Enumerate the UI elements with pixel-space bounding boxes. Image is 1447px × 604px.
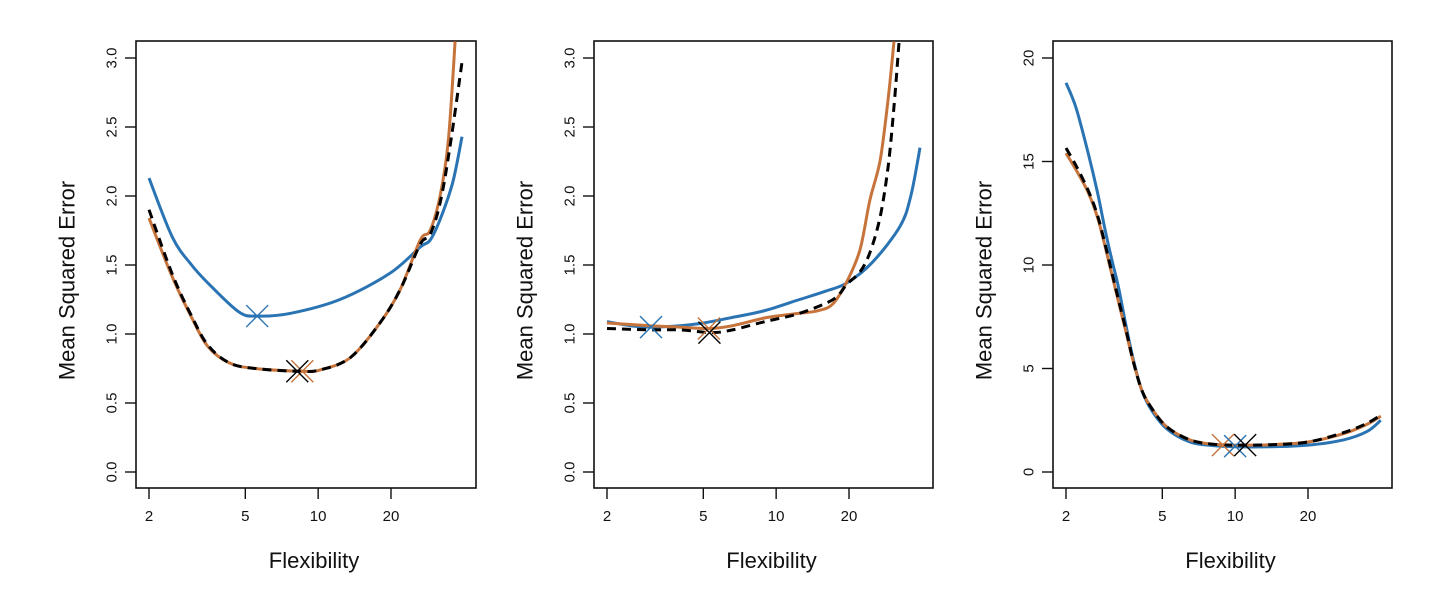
- series-black-dashed: [147, 61, 464, 374]
- y-tick-label: 0.0: [104, 462, 121, 483]
- marker-blue-min: [1223, 434, 1247, 458]
- panel-3: Mean Squared Error Flexibility 0 5 10 15 20 2…: [972, 40, 1393, 573]
- series-black-dashed: [606, 41, 901, 335]
- marker-black-min: [1233, 433, 1257, 457]
- marker-blue-min: [245, 304, 269, 328]
- y-tick-label: 0: [1021, 468, 1038, 476]
- plot-frame: [135, 40, 477, 489]
- marker-black-min: [285, 359, 309, 383]
- y-tick-label: 15: [1021, 153, 1038, 170]
- series-orange-solid: [1064, 152, 1382, 447]
- marker-black-min: [697, 321, 721, 345]
- x-tick-label: 5: [1158, 508, 1166, 525]
- series-black-dashed: [1064, 147, 1382, 447]
- y-tick-label: 2.5: [104, 117, 121, 138]
- x-tick-label: 20: [1300, 508, 1317, 525]
- series-blue-solid: [1064, 82, 1382, 449]
- marker-orange-min: [1211, 433, 1235, 457]
- y-tick-label: 2.0: [104, 186, 121, 207]
- marker-orange-min: [697, 316, 721, 340]
- y-tick-label: 0.0: [562, 462, 579, 483]
- y-tick-label: 3.0: [104, 48, 121, 69]
- x-tick-label: 20: [841, 508, 858, 525]
- curves: [1064, 82, 1382, 449]
- y-tick-label: 1.0: [104, 324, 121, 345]
- y-axis-label: Mean Squared Error: [55, 181, 80, 380]
- x-tick-label: 5: [699, 508, 707, 525]
- x-axis-label: Flexibility: [269, 548, 359, 573]
- series-blue-solid: [147, 136, 464, 318]
- y-tick-label: 0.5: [562, 393, 579, 414]
- y-tick-label: 1.5: [562, 255, 579, 276]
- x-tick-label: 10: [768, 508, 785, 525]
- x-tick-label: 2: [145, 508, 153, 525]
- curves: [147, 41, 464, 374]
- x-axis-label: Flexibility: [1185, 548, 1275, 573]
- y-tick-label: 0.5: [104, 393, 121, 414]
- series-orange-solid: [606, 41, 896, 331]
- x-axis-label: Flexibility: [726, 548, 816, 573]
- plot-frame: [1052, 40, 1393, 489]
- y-axis-label: Mean Squared Error: [972, 181, 997, 380]
- y-tick-label: 2.0: [562, 186, 579, 207]
- x-tick-label: 5: [241, 508, 249, 525]
- curves: [606, 41, 922, 335]
- y-tick-label: 2.5: [562, 117, 579, 138]
- y-axis-label: Mean Squared Error: [513, 181, 538, 380]
- x-tick-label: 10: [310, 508, 327, 525]
- y-tick-label: 1.5: [104, 255, 121, 276]
- x-tick-label: 2: [603, 508, 611, 525]
- x-tick-label: 2: [1062, 508, 1070, 525]
- x-tick-label: 10: [1227, 508, 1244, 525]
- panel-2: Mean Squared Error Flexibility 0.0 0.5 1.0…: [513, 40, 934, 573]
- marker-blue-min: [639, 315, 663, 339]
- y-tick-label: 5: [1021, 364, 1038, 372]
- marker-orange-min: [290, 359, 314, 383]
- plot-frame: [593, 40, 934, 489]
- series-blue-solid: [606, 147, 922, 329]
- y-tick-label: 20: [1021, 50, 1038, 67]
- panel-1: Mean Squared Error Flexibility 0.0 0.5 1.0…: [55, 40, 477, 573]
- y-tick-label: 3.0: [562, 48, 579, 69]
- y-tick-label: 1.0: [562, 324, 579, 345]
- y-tick-label: 10: [1021, 257, 1038, 274]
- x-tick-label: 20: [383, 508, 400, 525]
